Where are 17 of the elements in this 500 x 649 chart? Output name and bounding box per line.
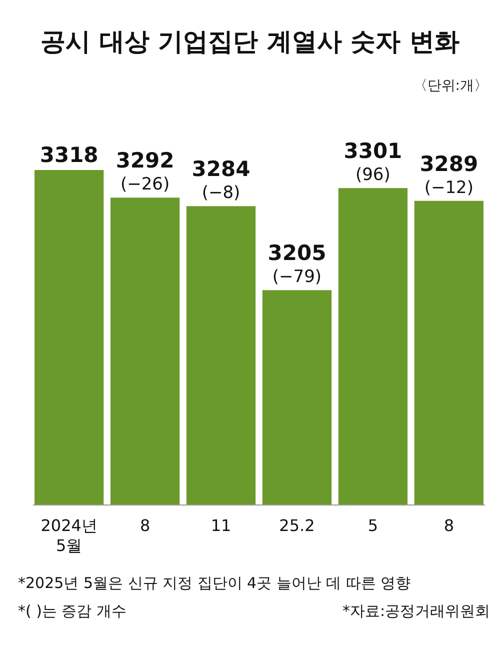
x-tick-label: 11	[210, 516, 232, 535]
x-tick-label: 25.2	[279, 516, 315, 535]
data-label: 3318	[40, 143, 98, 167]
x-tick-label: 2024년 5월	[40, 516, 98, 555]
data-label: 3284 (−8)	[192, 157, 250, 204]
data-label: 3301 (96)	[344, 139, 402, 186]
x-tick-label: 5	[368, 516, 378, 535]
text: *자료:공정거래위원회	[342, 602, 490, 620]
text: *( )는 증감 개수	[18, 602, 127, 620]
data-label: 3205 (−79)	[268, 241, 326, 288]
x-tick-label: 8	[140, 516, 150, 535]
data-label: 3289 (−12)	[420, 152, 478, 198]
x-tick-label: 8	[444, 516, 454, 535]
text: *2025년 5월은 신규 지정 집단이 4곳 늘어난 데 따른 영향	[18, 574, 411, 592]
chart-title: 공시 대상 기업집단 계열사 숫자 변화	[40, 27, 460, 56]
chart-subtitle: 〈단위:개〉	[413, 78, 488, 94]
data-label: 3292 (−26)	[116, 148, 174, 195]
